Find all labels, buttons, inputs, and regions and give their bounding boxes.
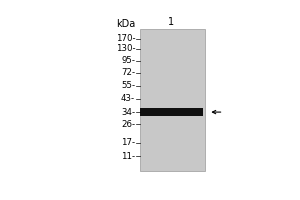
Text: kDa: kDa (116, 19, 135, 29)
Text: 1: 1 (168, 17, 174, 27)
Text: 34-: 34- (121, 108, 135, 117)
Bar (140, 108, 202, 116)
Text: 130-: 130- (116, 44, 135, 53)
Text: 17-: 17- (121, 138, 135, 147)
Text: 55-: 55- (121, 81, 135, 90)
Text: 95-: 95- (121, 56, 135, 65)
Text: 11-: 11- (121, 152, 135, 161)
Text: 170-: 170- (116, 34, 135, 43)
Text: 72-: 72- (121, 68, 135, 77)
Text: 43-: 43- (121, 94, 135, 103)
Text: 26-: 26- (121, 120, 135, 129)
Bar (140, 29, 205, 171)
